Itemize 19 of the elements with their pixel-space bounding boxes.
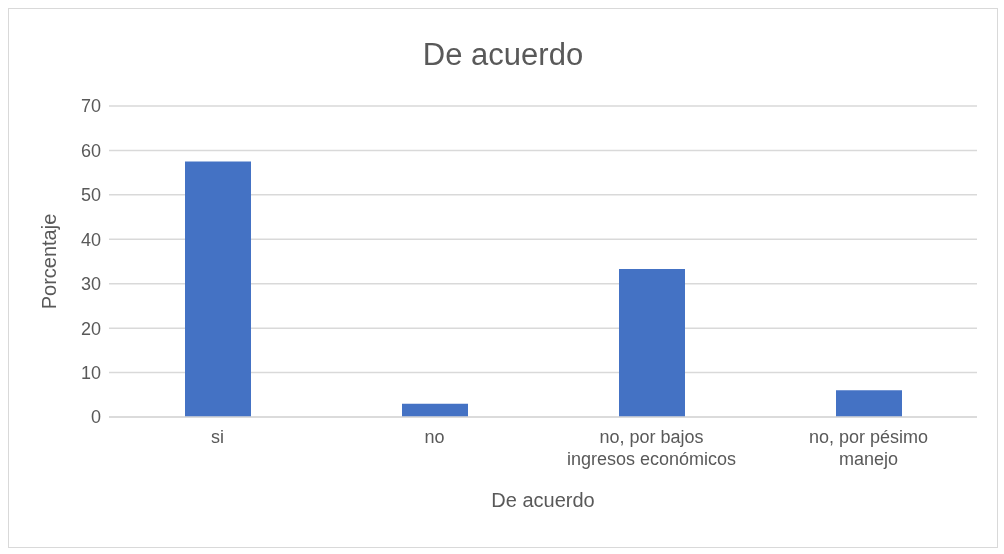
y-tick-label: 30 (80, 274, 101, 295)
y-tick-label: 70 (80, 96, 101, 117)
y-tick-label: 60 (80, 140, 101, 161)
x-tick-label: no, por pésimo manejo (808, 427, 929, 469)
y-tick-label: 50 (80, 185, 101, 206)
y-axis-title: Porcentaje (38, 213, 61, 310)
bar (402, 403, 468, 417)
x-tick-label: no (424, 427, 445, 447)
x-axis-title: De acuerdo (491, 489, 595, 511)
y-tick-label: 20 (80, 318, 101, 339)
y-tick-label: 10 (80, 362, 101, 383)
y-tick-label: 0 (90, 407, 101, 428)
bar (619, 269, 685, 417)
bar (836, 390, 902, 417)
bar (185, 161, 251, 417)
x-tick-label: no, por bajos ingresos económicos (566, 427, 737, 469)
chart-title: De acuerdo (421, 37, 585, 73)
x-tick-label: si (211, 427, 224, 447)
y-tick-label: 40 (80, 229, 101, 250)
